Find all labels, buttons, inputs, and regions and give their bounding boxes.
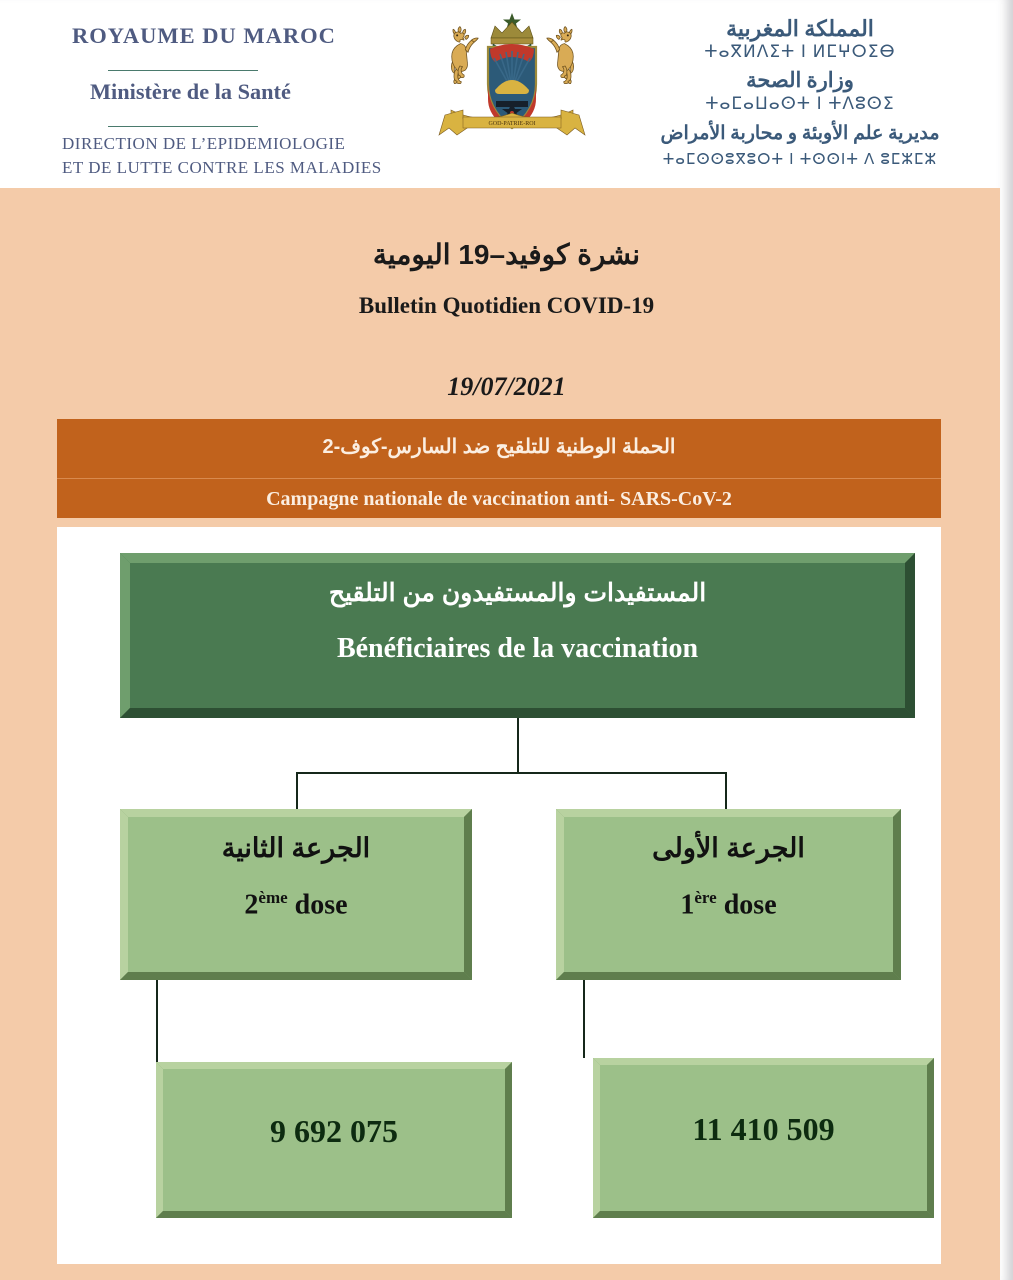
- svg-text:GOD-PATRIE-ROI: GOD-PATRIE-ROI: [488, 121, 535, 127]
